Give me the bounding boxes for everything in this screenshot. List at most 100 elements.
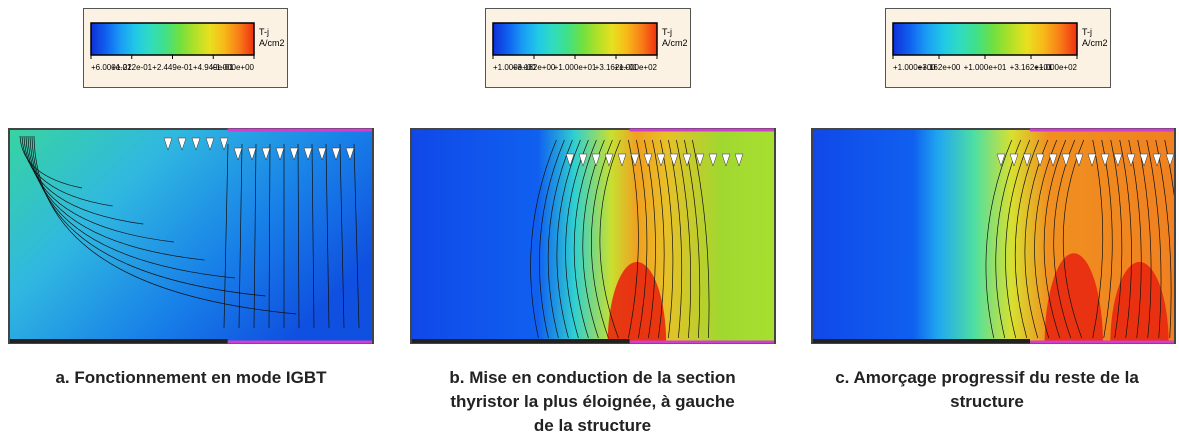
current-line	[238, 143, 243, 329]
arrow	[734, 153, 744, 167]
current-line	[1062, 139, 1085, 339]
arrow	[1074, 153, 1084, 167]
current-line	[1092, 139, 1104, 339]
current-line	[676, 139, 692, 339]
arrow	[1048, 153, 1058, 167]
current-line	[573, 139, 597, 339]
arrow	[1100, 153, 1110, 167]
caption-line: de la structure	[533, 416, 652, 435]
caption-line: b. Mise en conduction de la section	[449, 368, 736, 387]
arrows	[163, 137, 355, 161]
colorbar-svg: +1.000e+00+3.162e+00+1.000e+01+3.162e+01…	[892, 22, 1108, 72]
current-line	[1155, 139, 1172, 339]
arrow	[721, 153, 731, 167]
current-line	[660, 139, 674, 339]
arrow	[656, 153, 666, 167]
current-line	[1005, 139, 1031, 339]
current-line	[539, 139, 565, 339]
colorbar: +1.000e+00 +3.162e+00 +1.000e+01 +3.162e+01…	[485, 8, 691, 88]
arrow	[303, 147, 313, 161]
simulation-map	[811, 128, 1179, 435]
unit-label: T-j	[1082, 27, 1092, 37]
current-line	[27, 135, 205, 261]
arrow	[163, 137, 173, 151]
arrow	[345, 147, 355, 161]
caption-line: c. Amorçage progressif du reste de la	[835, 368, 1139, 387]
current-line	[668, 139, 683, 339]
current-line	[1128, 139, 1142, 339]
current-line	[599, 139, 621, 339]
current-line	[995, 139, 1022, 339]
current-line	[268, 143, 271, 329]
arrow	[233, 147, 243, 161]
arrow	[669, 153, 679, 167]
colorbar-label: +2.449e-01	[152, 63, 193, 72]
arrow	[1165, 153, 1175, 167]
simulation-svg	[811, 128, 1179, 435]
current-line	[547, 139, 573, 339]
unit-label: T-j	[662, 27, 672, 37]
current-line	[1110, 139, 1123, 339]
colorbar-label: +3.162e+01	[595, 63, 638, 72]
arrow	[565, 153, 575, 167]
arrow	[177, 137, 187, 151]
current-line	[692, 139, 710, 339]
caption: a. Fonctionnement en mode IGBT	[8, 366, 374, 390]
current-line	[556, 139, 581, 339]
current-line	[223, 143, 229, 329]
arrow	[1035, 153, 1045, 167]
colorbar-svg: +6.000e-02+1.212e-01 +2.449e-01 +4.949e-01…	[90, 22, 285, 72]
colorbar-label: +3.162e+00	[918, 63, 961, 72]
arrow	[695, 153, 705, 167]
arrow	[1022, 153, 1032, 167]
arrow	[331, 147, 341, 161]
current-line	[25, 135, 174, 243]
current-line	[339, 143, 345, 329]
arrow	[996, 153, 1006, 167]
colorbar-gradient	[892, 22, 1078, 56]
arrow	[617, 153, 627, 167]
arrows	[996, 153, 1175, 167]
current-lines	[19, 135, 360, 329]
colorbar-svg: +1.000e+00+3.162e+00+1.000e+01+3.162e+01…	[492, 22, 688, 72]
arrow	[1152, 153, 1162, 167]
colorbar-label: +1.212e-01	[111, 63, 152, 72]
caption: c. Amorçage progressif du reste de la str…	[795, 366, 1179, 414]
colorbar-label: +1.000e+02	[614, 63, 657, 72]
arrow	[1087, 153, 1097, 167]
caption-line: a. Fonctionnement en mode IGBT	[55, 368, 327, 387]
arrow	[1061, 153, 1071, 167]
arrows	[565, 153, 744, 167]
unit-label: A/cm2	[1082, 38, 1108, 48]
arrow	[578, 153, 588, 167]
colorbar-label: +1.000e+00	[211, 63, 254, 72]
current-line	[1119, 139, 1132, 339]
colorbar-label: +1.000e+00	[893, 63, 936, 72]
current-line	[23, 135, 144, 225]
current-line	[31, 135, 266, 297]
arrow	[205, 137, 215, 151]
current-line	[297, 143, 300, 329]
colorbar: +6.000e-02 +1.212e-01 +2.449e-01 +4.949e-01…	[83, 8, 288, 88]
current-line	[21, 135, 113, 207]
current-line	[311, 143, 315, 329]
current-line	[1043, 139, 1067, 339]
simulation-svg	[8, 128, 374, 344]
current-line	[353, 143, 360, 329]
arrow	[682, 153, 692, 167]
colorbar-label: +6.000e-02	[91, 63, 132, 72]
caption-line: thyristor la plus éloignée, à gauche	[450, 392, 735, 411]
colorbar-label: +4.949e-01	[193, 63, 234, 72]
current-line	[29, 135, 236, 279]
unit-label: A/cm2	[259, 38, 285, 48]
current-line	[684, 139, 701, 339]
current-line	[565, 139, 589, 339]
current-line	[1146, 139, 1162, 339]
colorbar: +1.000e+00 +3.162e+00 +1.000e+01 +3.162e+01…	[885, 8, 1111, 88]
colorbar-label: +3.162e+01	[1010, 63, 1053, 72]
colorbar-gradient	[90, 22, 255, 56]
arrow	[591, 153, 601, 167]
current-line	[1034, 139, 1058, 339]
current-line	[253, 143, 257, 329]
